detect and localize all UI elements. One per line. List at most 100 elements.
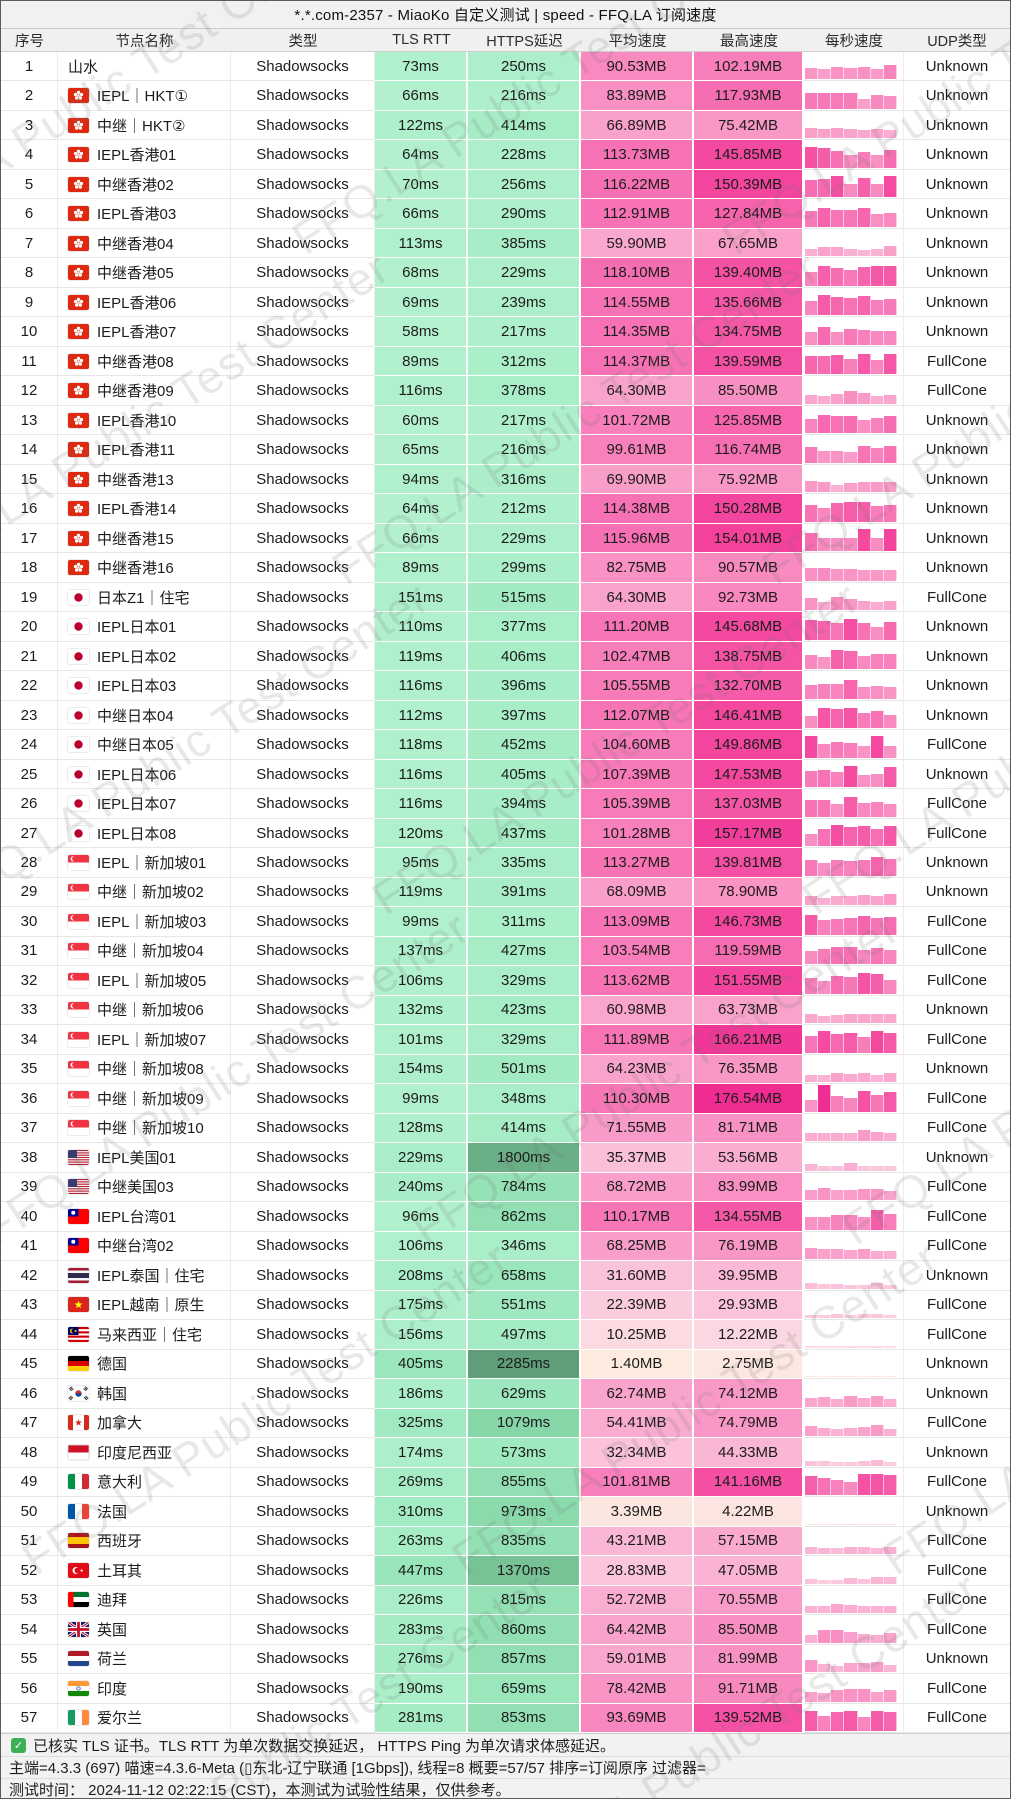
speed-bar xyxy=(870,947,884,965)
per-second-bar-chart xyxy=(805,53,897,80)
avg-speed-cell: 101.72MB xyxy=(581,405,694,436)
speed-bar xyxy=(818,1085,832,1112)
udp-type-cell: FullCone xyxy=(904,1025,1010,1055)
speed-bar xyxy=(870,155,884,168)
speed-bar xyxy=(870,1030,884,1053)
sg-flag-icon xyxy=(68,884,89,900)
node-name-label: 日本Z1｜住宅 xyxy=(97,589,190,607)
avg-speed-cell: 114.38MB xyxy=(581,494,694,524)
speed-bar xyxy=(844,569,858,581)
speed-bar xyxy=(805,419,819,434)
speed-bar xyxy=(818,1580,832,1584)
node-type-cell: Shadowsocks xyxy=(231,582,375,613)
speed-bar xyxy=(857,950,871,965)
row-index-cell: 4 xyxy=(1,140,58,170)
per-second-bars xyxy=(804,936,904,967)
node-type-cell: Shadowsocks xyxy=(231,1644,375,1675)
tls-rtt-cell: 190ms xyxy=(375,1674,468,1704)
speed-bar xyxy=(857,656,871,670)
node-name-label: 马来西亚｜住宅 xyxy=(97,1326,203,1344)
https-latency-cell: 414ms xyxy=(468,1113,581,1144)
speed-bar xyxy=(857,1345,871,1348)
speed-bar xyxy=(831,176,845,198)
row-index-cell: 49 xyxy=(1,1467,58,1498)
speed-bar xyxy=(844,1014,858,1024)
avg-speed-cell: 54.41MB xyxy=(581,1408,694,1439)
tls-rtt-cell: 128ms xyxy=(375,1113,468,1144)
avg-speed-cell: 114.35MB xyxy=(581,317,694,347)
speed-bar xyxy=(883,246,897,257)
node-name-label: IEPL日本01 xyxy=(97,619,177,637)
speed-bar xyxy=(805,355,819,375)
speed-bar xyxy=(857,1716,871,1731)
speed-bar xyxy=(883,1091,897,1112)
max-speed-cell: 102.19MB xyxy=(694,52,804,82)
https-latency-cell: 329ms xyxy=(468,966,581,996)
speed-bar xyxy=(883,1284,897,1289)
table-row: 24 中继日本05 Shadowsocks 118ms 452ms 104.60MB 149… xyxy=(1,730,1010,760)
row-index-cell: 36 xyxy=(1,1084,58,1114)
speed-bar xyxy=(870,917,884,935)
per-second-bar-chart xyxy=(805,1380,897,1407)
node-name-label: IEPL香港06 xyxy=(97,294,177,312)
max-speed-cell: 141.16MB xyxy=(694,1467,804,1498)
jp-flag-icon xyxy=(68,766,89,782)
speed-bar xyxy=(805,1397,819,1407)
speed-bar xyxy=(818,829,832,847)
node-name-label: IEPL日本03 xyxy=(97,678,177,696)
speed-bar xyxy=(818,919,832,935)
speed-bar xyxy=(870,1634,884,1643)
node-name-cell: 中继美国03 xyxy=(58,1172,231,1203)
node-type-cell: Shadowsocks xyxy=(231,405,375,436)
row-index-cell: 46 xyxy=(1,1379,58,1409)
us-flag-icon xyxy=(68,1149,89,1165)
max-speed-cell: 12.22MB xyxy=(694,1320,804,1350)
speed-bar xyxy=(870,1314,884,1319)
speed-bar xyxy=(831,67,845,80)
node-type-cell: Shadowsocks xyxy=(231,1408,375,1439)
row-index-cell: 3 xyxy=(1,110,58,141)
th-flag-icon xyxy=(68,1267,89,1283)
speed-bar xyxy=(870,1547,884,1555)
tls-rtt-cell: 96ms xyxy=(375,1202,468,1232)
row-index-cell: 5 xyxy=(1,169,58,200)
tls-rtt-cell: 116ms xyxy=(375,759,468,790)
speed-bar xyxy=(805,620,819,640)
speed-bar xyxy=(805,504,819,522)
per-second-bars xyxy=(804,169,904,200)
avg-speed-cell: 3.39MB xyxy=(581,1497,694,1527)
per-second-bar-chart xyxy=(805,1469,897,1496)
avg-speed-cell: 68.09MB xyxy=(581,877,694,908)
speed-bar xyxy=(857,178,871,198)
node-name-cell: 中继香港05 xyxy=(58,258,231,288)
speed-bar xyxy=(831,1346,845,1348)
tls-rtt-cell: 119ms xyxy=(375,877,468,908)
avg-speed-cell: 64.23MB xyxy=(581,1054,694,1085)
node-name-cell: 加拿大 xyxy=(58,1408,231,1439)
speed-bar xyxy=(831,503,845,522)
udp-type-cell: Unknown xyxy=(904,1438,1010,1468)
per-second-bar-chart xyxy=(805,82,897,109)
speed-bar xyxy=(883,265,897,286)
speed-bar xyxy=(831,1283,845,1289)
per-second-bar-chart xyxy=(805,436,897,463)
per-second-bars xyxy=(804,1202,904,1232)
speed-bar xyxy=(844,896,858,906)
speed-bar xyxy=(844,918,858,935)
https-latency-cell: 312ms xyxy=(468,346,581,377)
row-index-cell: 1 xyxy=(1,52,58,82)
speed-bar xyxy=(805,1578,819,1584)
avg-speed-cell: 10.25MB xyxy=(581,1320,694,1350)
https-latency-cell: 217ms xyxy=(468,405,581,436)
node-type-cell: Shadowsocks xyxy=(231,641,375,672)
speed-bar xyxy=(883,1032,897,1053)
tls-rtt-cell: 151ms xyxy=(375,582,468,613)
speed-bar xyxy=(805,394,819,404)
speed-bar xyxy=(870,856,884,876)
max-speed-cell: 139.81MB xyxy=(694,848,804,878)
speed-bar xyxy=(870,1131,884,1142)
https-latency-cell: 659ms xyxy=(468,1674,581,1704)
avg-speed-cell: 105.55MB xyxy=(581,671,694,701)
speed-bar xyxy=(844,1162,858,1171)
speed-bar xyxy=(844,1461,858,1466)
